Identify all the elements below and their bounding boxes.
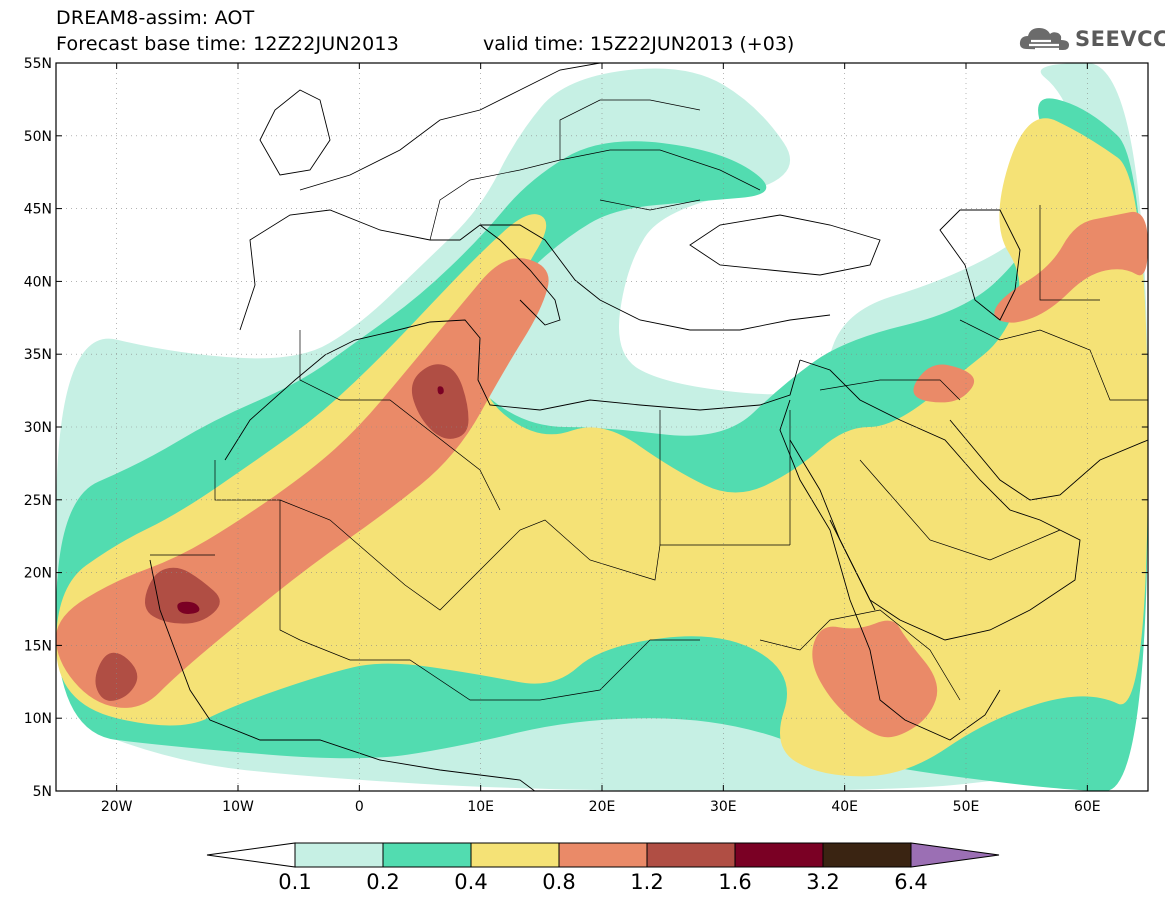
cloud-logo-icon <box>1019 28 1069 51</box>
colorbar-level-label: 0.2 <box>366 870 400 894</box>
colorbar-swatch <box>294 842 384 868</box>
aot-region-2 <box>56 118 1148 777</box>
colorbar-high-arrow <box>910 842 1000 868</box>
aot-region-9 <box>411 364 469 439</box>
colorbar-swatch <box>646 842 736 868</box>
y-tick-label: 20N <box>24 566 52 582</box>
x-tick-label: 50E <box>953 799 980 815</box>
x-tick-label: 10W <box>222 799 254 815</box>
coastline-east-africa <box>779 399 1001 741</box>
colorbar-low-arrow <box>206 842 296 868</box>
colorbar-level-label: 0.1 <box>278 870 312 894</box>
coastline-scandinavia <box>519 63 601 91</box>
y-tick-label: 55N <box>24 56 52 72</box>
border-europe <box>429 99 761 241</box>
aot-region-5 <box>994 211 1148 323</box>
aot-region-7 <box>144 567 220 624</box>
border-iran <box>959 205 1148 401</box>
x-tick-label: 30E <box>710 799 737 815</box>
x-tick-label: 60E <box>1074 799 1101 815</box>
coastline-iberia-france <box>299 89 521 191</box>
y-tick-label: 15N <box>24 638 52 654</box>
colorbar <box>206 842 1000 868</box>
coastline-west-africa <box>224 319 801 461</box>
border-west-africa-2 <box>214 460 301 641</box>
coastlines-borders <box>149 63 1148 791</box>
coastline-italy <box>479 224 561 326</box>
y-tick-label: 50N <box>24 129 52 145</box>
colorbar-level-label: 0.4 <box>454 870 488 894</box>
valid-time: valid time: 15Z22JUN2013 (+03) <box>483 33 795 55</box>
coastline-black-sea <box>689 214 881 276</box>
colorbar-swatch <box>734 842 824 868</box>
coastline-europe-south <box>239 209 831 331</box>
x-tick-label: 40E <box>831 799 858 815</box>
y-tick-label: 30N <box>24 420 52 436</box>
border-sahel <box>150 554 700 701</box>
aot-region-4 <box>812 620 938 738</box>
colorbar-level-label: 3.2 <box>806 870 840 894</box>
coastline-arabia <box>799 359 1081 641</box>
logo-text: SEEVCCC <box>1075 27 1165 51</box>
y-tick-label: 35N <box>24 347 52 363</box>
border-mideast <box>819 379 1061 561</box>
y-tick-label: 40N <box>24 274 52 290</box>
aot-region-10 <box>177 601 200 614</box>
y-tick-label: 45N <box>24 202 52 218</box>
map-title: DREAM8-assim: AOT <box>56 7 255 29</box>
y-tick-label: 10N <box>24 711 52 727</box>
border-egypt <box>659 410 791 545</box>
coastline-britain <box>259 89 331 176</box>
colorbar-swatch <box>822 842 912 868</box>
x-tick-label: 20W <box>101 799 133 815</box>
x-tick-label: 0 <box>355 799 364 815</box>
aot-region-11 <box>437 386 444 395</box>
border-east-africa <box>759 609 961 701</box>
colorbar-level-label: 1.2 <box>630 870 664 894</box>
coastline-red-sea <box>789 439 876 611</box>
seevccc-logo: SEEVCCC <box>1017 23 1165 57</box>
colorbar-level-label: 1.6 <box>718 870 752 894</box>
border-sahara-1 <box>279 499 790 611</box>
colorbar-swatch <box>470 842 560 868</box>
x-tick-label: 10E <box>467 799 494 815</box>
axis-ticks: 20W 10W 0 10E 20E 30E 40E 50E 60E 5N 10N 15N 20N 25N 3… <box>24 56 1148 815</box>
graticule <box>56 63 1148 791</box>
y-tick-label: 25N <box>24 493 52 509</box>
x-tick-label: 20E <box>589 799 616 815</box>
colorbar-level-label: 6.4 <box>894 870 928 894</box>
colorbar-swatch <box>382 842 472 868</box>
coastline-guinea <box>149 559 536 791</box>
border-sahara-2 <box>299 330 501 511</box>
colorbar-level-label: 0.8 <box>542 870 576 894</box>
forecast-base-time: Forecast base time: 12Z22JUN2013 <box>56 33 399 55</box>
colorbar-swatch <box>558 842 648 868</box>
coastline-persian-gulf <box>949 419 1148 501</box>
aot-region-8 <box>95 652 138 701</box>
y-tick-label: 5N <box>33 784 52 800</box>
coastline-caspian <box>939 209 1021 321</box>
